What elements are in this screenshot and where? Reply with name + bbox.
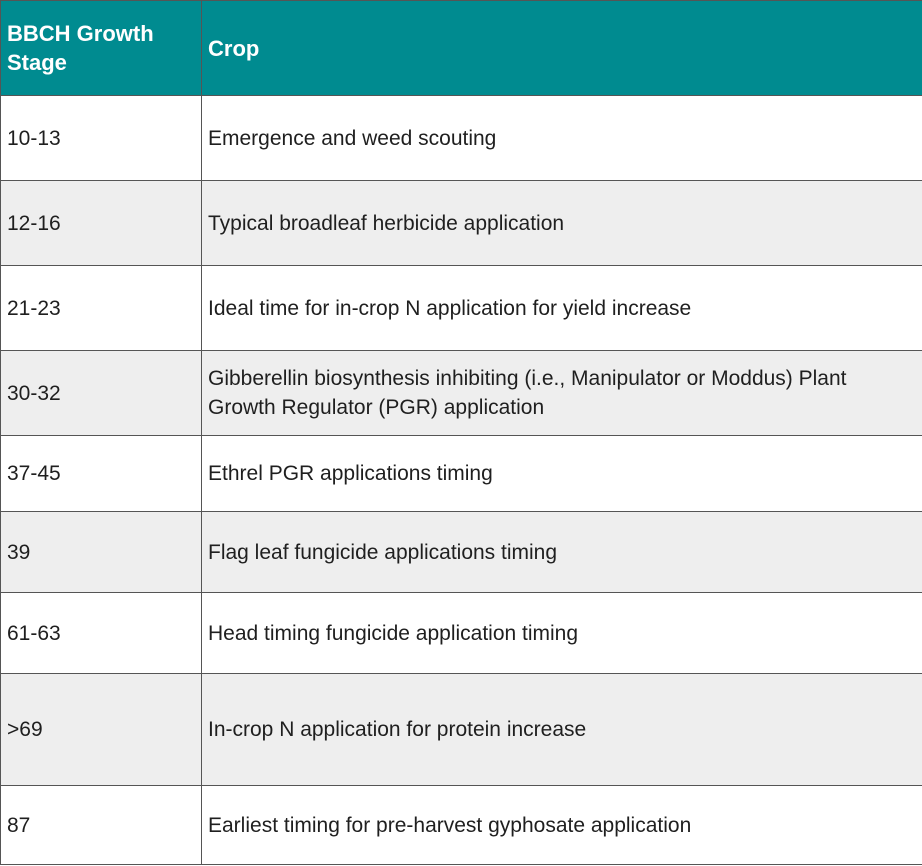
- table-row: 61-63 Head timing fungicide application …: [0, 592, 922, 674]
- table-row: >69 In-crop N application for protein in…: [0, 673, 922, 786]
- cell-stage: 61-63: [0, 592, 202, 674]
- cell-crop: Typical broadleaf herbicide application: [201, 180, 922, 266]
- table-row: 30-32 Gibberellin biosynthesis inhibitin…: [0, 350, 922, 436]
- cell-crop: Earliest timing for pre-harvest gyphosat…: [201, 785, 922, 865]
- cell-stage: 30-32: [0, 350, 202, 436]
- header-crop: Crop: [201, 0, 922, 96]
- cell-stage: >69: [0, 673, 202, 786]
- table-row: 10-13 Emergence and weed scouting: [0, 95, 922, 181]
- table-row: 87 Earliest timing for pre-harvest gypho…: [0, 785, 922, 865]
- cell-crop: Emergence and weed scouting: [201, 95, 922, 181]
- header-row: BBCH Growth Stage Crop: [0, 0, 922, 96]
- cell-crop: Flag leaf fungicide applications timing: [201, 511, 922, 593]
- table-body: 10-13 Emergence and weed scouting 12-16 …: [0, 95, 922, 865]
- cell-crop: Ideal time for in-crop N application for…: [201, 265, 922, 351]
- cell-stage: 87: [0, 785, 202, 865]
- cell-crop: Head timing fungicide application timing: [201, 592, 922, 674]
- cell-stage: 21-23: [0, 265, 202, 351]
- cell-stage: 39: [0, 511, 202, 593]
- header-bbch-growth-stage: BBCH Growth Stage: [0, 0, 202, 96]
- table-header: BBCH Growth Stage Crop: [0, 0, 922, 96]
- table-row: 12-16 Typical broadleaf herbicide applic…: [0, 180, 922, 266]
- cell-crop: Ethrel PGR applications timing: [201, 435, 922, 512]
- table-row: 21-23 Ideal time for in-crop N applicati…: [0, 265, 922, 351]
- cell-stage: 37-45: [0, 435, 202, 512]
- cell-stage: 12-16: [0, 180, 202, 266]
- cell-crop: In-crop N application for protein increa…: [201, 673, 922, 786]
- cell-stage: 10-13: [0, 95, 202, 181]
- table-row: 39 Flag leaf fungicide applications timi…: [0, 511, 922, 593]
- table-row: 37-45 Ethrel PGR applications timing: [0, 435, 922, 512]
- cell-crop: Gibberellin biosynthesis inhibiting (i.e…: [201, 350, 922, 436]
